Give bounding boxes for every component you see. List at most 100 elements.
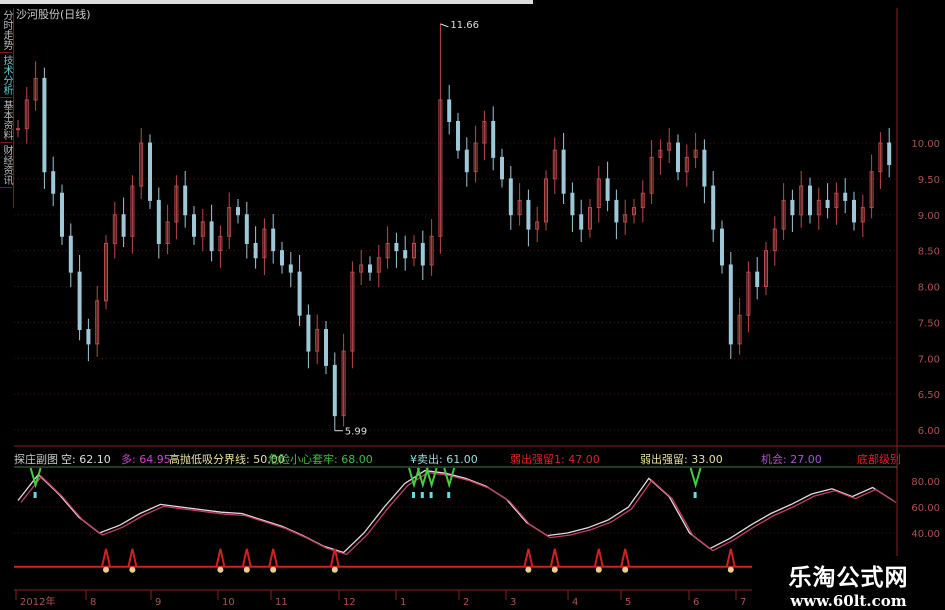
candle-body — [24, 99, 29, 130]
candle-body — [552, 149, 557, 180]
tab-technical[interactable]: 技术分析 — [0, 53, 12, 98]
candle-body — [517, 199, 522, 216]
candle-body — [764, 250, 768, 287]
x-tick-label: 9 — [155, 597, 161, 608]
tab-intraday[interactable]: 分时走势 — [0, 8, 12, 53]
candle-body — [799, 185, 804, 216]
candle-body — [755, 271, 760, 287]
y-tick-label: 9.50 — [918, 175, 940, 186]
candle-body — [156, 199, 161, 244]
candle-body — [737, 314, 742, 345]
candle-body — [596, 178, 601, 209]
candle-body — [368, 264, 372, 273]
tab-fundamentals[interactable]: 基本资料 — [0, 98, 12, 143]
legend-item: 高抛低吸分界线: 50.00 — [169, 453, 285, 466]
candle-body — [104, 242, 108, 302]
peak-signal — [549, 548, 560, 568]
candle-body — [130, 185, 135, 237]
indicator-line-2 — [20, 471, 897, 556]
sidebar: 分时走势 技术分析 基本资料 财经资讯 — [0, 8, 14, 208]
candle-body — [385, 242, 390, 259]
peak-signal — [523, 548, 534, 568]
candle-body — [570, 192, 575, 216]
candle-body — [526, 199, 531, 230]
candle-body — [588, 207, 592, 230]
candle-body — [632, 207, 636, 216]
x-tick-label: 4 — [572, 597, 578, 608]
candle-body — [376, 257, 381, 273]
candle-body — [420, 242, 425, 266]
chart-title: 沙河股份(日线) — [16, 8, 91, 21]
candle-body — [86, 329, 91, 345]
candle-body — [165, 221, 170, 244]
peak-signal — [620, 548, 631, 568]
signal-dot — [103, 566, 109, 573]
candle-body — [42, 77, 47, 173]
candle-body — [112, 214, 117, 244]
signal-dot — [243, 566, 250, 573]
peak-signal — [268, 548, 279, 568]
candle-body — [500, 156, 504, 180]
candle-body — [720, 228, 724, 266]
peak-signal — [215, 548, 226, 568]
candle-body — [869, 171, 874, 209]
watermark-url: www.60lt.com — [790, 592, 907, 610]
candle-body — [324, 329, 328, 366]
candle-body — [605, 178, 610, 201]
sell-marker — [447, 492, 451, 498]
y-tick-label: 40.00 — [911, 529, 940, 540]
candle-body — [544, 178, 548, 223]
candle-body — [649, 156, 654, 194]
legend-item: 弱出强留: 33.00 — [640, 453, 723, 466]
signal-dot — [551, 566, 558, 573]
candle-body — [139, 142, 144, 187]
candle-body — [491, 120, 496, 158]
candle-body — [429, 235, 434, 266]
low-price-label: 5.99 — [345, 427, 367, 438]
peak-signal — [593, 548, 604, 568]
candle-body — [579, 214, 584, 230]
candle-body — [95, 300, 100, 345]
tab-news[interactable]: 财经资讯 — [0, 143, 12, 188]
sell-marker — [693, 492, 697, 498]
candle-body — [148, 142, 152, 201]
sell-signal — [689, 467, 702, 489]
high-price-label: 11.66 — [450, 20, 479, 31]
signal-dot — [129, 566, 136, 573]
sell-signal — [29, 467, 42, 489]
legend-item: 多: 64.95 — [121, 453, 171, 466]
candle-body — [482, 120, 487, 144]
legend-item: 探庄副图 — [14, 453, 58, 466]
x-tick-label: 10 — [222, 597, 235, 608]
peak-signal — [101, 548, 111, 568]
signal-dot — [525, 566, 532, 573]
signal-dot — [622, 566, 629, 573]
x-tick-label: 12 — [343, 597, 356, 608]
candle-body — [614, 199, 619, 223]
sell-signal — [408, 467, 420, 489]
candle-body — [51, 171, 56, 194]
sell-signal — [443, 467, 456, 489]
candle-body — [852, 199, 856, 223]
candle-body — [684, 156, 689, 173]
candle-body — [183, 185, 188, 216]
sell-marker — [33, 492, 37, 498]
x-tick-label: 1 — [400, 597, 406, 608]
candle-body — [33, 77, 38, 101]
candle-body — [702, 149, 707, 187]
candle-body — [394, 242, 399, 252]
candle-body — [816, 199, 821, 216]
top-bar — [0, 0, 533, 4]
indicator-line-1 — [17, 469, 894, 554]
candle-body — [834, 192, 839, 209]
candle-body — [403, 250, 408, 259]
candle-body — [297, 271, 302, 316]
candle-body — [174, 185, 179, 223]
signal-dot — [727, 566, 734, 573]
candle-body — [68, 235, 73, 273]
candle-body — [473, 142, 478, 173]
candle-body — [253, 242, 258, 259]
signal-dot — [217, 566, 224, 573]
candle-body — [288, 264, 293, 273]
